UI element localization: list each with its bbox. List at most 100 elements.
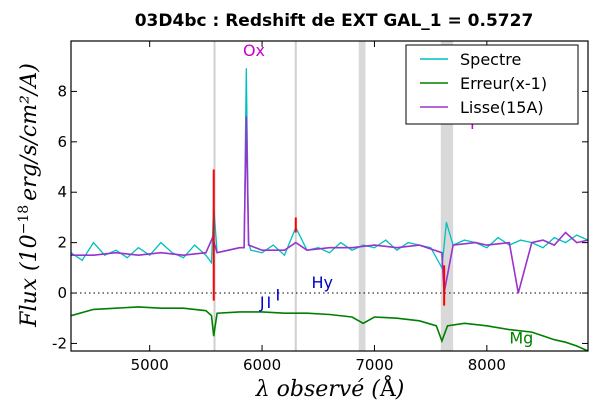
series-0-point xyxy=(445,221,447,224)
series-0-point xyxy=(171,252,173,254)
series-1-point xyxy=(160,307,162,309)
series-2-point xyxy=(452,244,454,246)
series-2-point xyxy=(508,242,510,244)
line-label-2: Hy xyxy=(312,273,334,292)
series-2-point xyxy=(283,249,286,251)
series-2-point xyxy=(396,247,398,249)
series-0-point xyxy=(351,249,353,251)
series-0-point xyxy=(194,244,196,246)
series-1-point xyxy=(564,341,567,343)
x-tick-label-2: 7000 xyxy=(355,356,393,374)
series-2-point xyxy=(245,116,247,118)
series-0-point xyxy=(373,247,376,249)
series-1-point xyxy=(238,311,241,313)
sky-band-0 xyxy=(358,41,366,351)
series-0-point xyxy=(115,249,117,251)
series-0-point xyxy=(104,254,106,256)
series-2-point xyxy=(238,247,241,249)
series-0-point xyxy=(519,239,522,241)
series-0-point xyxy=(486,247,488,249)
series-1-point xyxy=(216,312,218,314)
series-0-point xyxy=(553,236,555,239)
series-1-point xyxy=(205,310,207,312)
series-2-point xyxy=(295,242,297,244)
series-1-point xyxy=(373,316,376,318)
y-tick-label-2: 2 xyxy=(57,234,67,252)
x-axis-label: λ observé (Å) xyxy=(255,374,405,400)
series-0-point xyxy=(261,252,263,254)
series-0-point xyxy=(362,244,364,246)
series-0-point xyxy=(385,239,387,241)
line-label-4: I xyxy=(267,293,272,312)
data-layer xyxy=(70,68,589,352)
series-1-point xyxy=(435,325,437,327)
series-1-point xyxy=(486,325,488,327)
series-0-point xyxy=(245,68,247,70)
series-1-point xyxy=(576,345,578,347)
series-2-point xyxy=(441,252,443,254)
series-2-point xyxy=(418,244,421,246)
y-tick-label-3: 4 xyxy=(57,183,67,201)
series-0-point xyxy=(210,262,213,264)
series-0-point xyxy=(396,249,398,251)
series-0-point xyxy=(250,249,252,251)
series-1-point xyxy=(328,313,331,316)
x-tick-label-1: 6000 xyxy=(243,356,281,374)
series-2-point xyxy=(553,244,555,246)
series-1-point xyxy=(508,328,510,331)
series-1-point xyxy=(542,335,544,337)
series-1-point xyxy=(210,315,213,317)
series-2-point xyxy=(373,244,376,246)
legend-label-erreur: Erreur(x-1) xyxy=(460,74,547,93)
series-0-point xyxy=(81,259,83,261)
series-0-point xyxy=(126,257,128,259)
series-0-point xyxy=(160,242,162,244)
series-2-point xyxy=(576,242,578,244)
series-2-point xyxy=(486,244,488,246)
series-1-point xyxy=(463,322,465,324)
legend-label-lisse: Lisse(15A) xyxy=(460,98,544,117)
series-0-point xyxy=(283,254,286,256)
series-1-point xyxy=(306,312,308,314)
series-2-point xyxy=(261,249,263,251)
series-2-point xyxy=(115,252,117,254)
series-2-point xyxy=(517,292,519,294)
series-0-point xyxy=(497,236,499,239)
series-2-point xyxy=(564,231,567,234)
series-1-point xyxy=(137,306,140,308)
series-1-point xyxy=(182,307,184,309)
series-line-1 xyxy=(70,306,589,352)
series-0-point xyxy=(272,244,274,246)
y-tick-label-1: 0 xyxy=(57,284,67,302)
line-label-0: Ox xyxy=(243,41,265,60)
series-2-point xyxy=(475,242,477,244)
x-tick-label-0: 5000 xyxy=(131,356,169,374)
series-2-point xyxy=(216,252,218,254)
line-label-3: J xyxy=(259,293,265,312)
series-0-point xyxy=(137,247,140,249)
line-label-6: Mg xyxy=(509,328,533,347)
series-1-point xyxy=(115,307,117,309)
y-axis-label: Flux (10−18erg/s/cm²/A) xyxy=(16,63,42,328)
chart-title: 03D4bc : Redshift de EXT GAL_1 = 0.5727 xyxy=(135,11,534,31)
line-label-layer: OxIHyJIIMg xyxy=(243,41,533,347)
series-0-point xyxy=(182,257,184,259)
series-0-point xyxy=(463,239,465,241)
series-1-point xyxy=(446,325,449,327)
series-2-point xyxy=(243,247,245,249)
series-1-point xyxy=(92,308,95,311)
series-1-point xyxy=(441,340,443,342)
series-2-point xyxy=(247,244,250,246)
series-0-point xyxy=(576,234,578,236)
series-1-point xyxy=(362,322,364,324)
series-0-point xyxy=(340,242,342,244)
series-2-point xyxy=(351,247,353,249)
legend: Spectre Erreur(x-1) Lisse(15A) xyxy=(405,44,579,125)
y-tick-label-0: -2 xyxy=(52,334,67,352)
line-label-5: I xyxy=(276,286,281,305)
series-1-point xyxy=(531,331,533,333)
series-0-point xyxy=(328,252,331,254)
series-2-point xyxy=(205,252,207,254)
series-1-point xyxy=(283,312,286,314)
